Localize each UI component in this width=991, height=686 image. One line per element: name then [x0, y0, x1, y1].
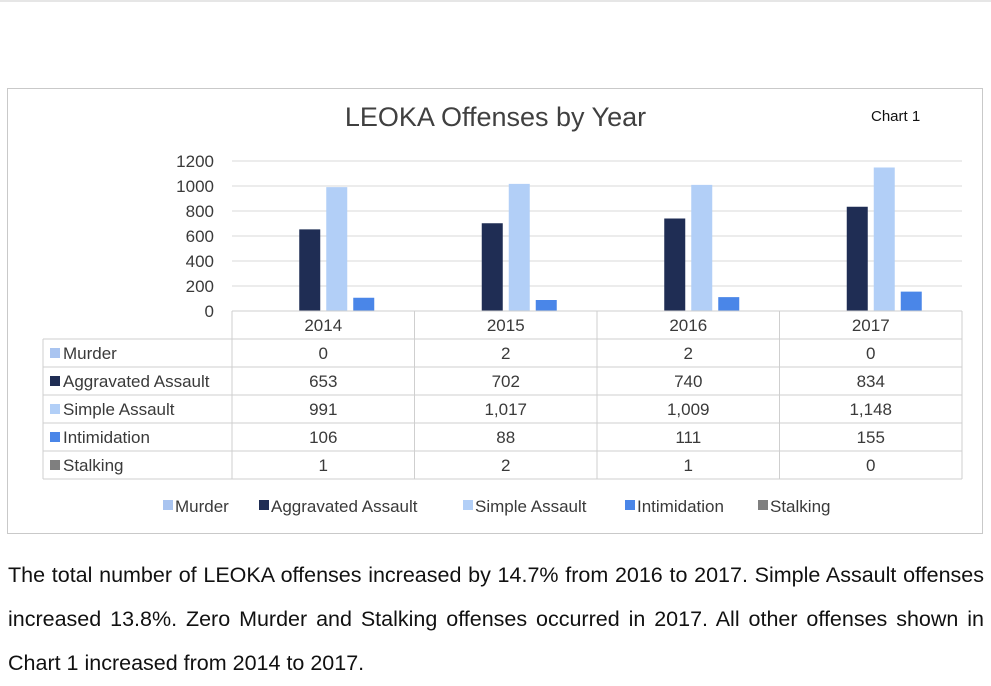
legend-label: Intimidation	[637, 497, 724, 516]
data-label: 740	[674, 372, 702, 391]
summary-paragraph: The total number of LEOKA offenses incre…	[8, 553, 984, 685]
bar-aggravated-assault	[664, 218, 686, 311]
legend-swatch	[625, 500, 635, 510]
bar-intimidation	[535, 300, 557, 311]
data-label: 0	[319, 344, 328, 363]
chart-title: LEOKA Offenses by Year	[344, 102, 647, 132]
legend-label: Stalking	[770, 497, 830, 516]
bar-intimidation	[718, 297, 740, 311]
legend-swatch	[259, 500, 269, 510]
bar-simple-assault	[873, 167, 895, 311]
category-label: 2014	[304, 316, 342, 335]
data-label: 1,017	[484, 400, 527, 419]
category-label: 2016	[669, 316, 707, 335]
data-label: 702	[492, 372, 520, 391]
y-tick-label: 1000	[176, 177, 214, 196]
data-label: 155	[857, 428, 885, 447]
bar-simple-assault	[508, 183, 530, 311]
data-label: 2	[501, 344, 510, 363]
data-label: 2	[684, 344, 693, 363]
row-legend-swatch	[50, 348, 60, 358]
data-label: 0	[866, 344, 875, 363]
data-label: 88	[496, 428, 515, 447]
data-label: 1	[684, 456, 693, 475]
legend-label: Aggravated Assault	[271, 497, 418, 516]
row-series-label: Murder	[63, 344, 117, 363]
y-tick-label: 800	[186, 202, 214, 221]
legend-label: Murder	[175, 497, 229, 516]
data-label: 0	[866, 456, 875, 475]
data-label: 991	[309, 400, 337, 419]
y-tick-label: 200	[186, 277, 214, 296]
category-label: 2015	[487, 316, 525, 335]
data-label: 111	[675, 428, 701, 447]
row-legend-swatch	[50, 404, 60, 414]
top-rule	[0, 0, 991, 2]
row-legend-swatch	[50, 460, 60, 470]
y-tick-label: 600	[186, 227, 214, 246]
data-label: 653	[309, 372, 337, 391]
chart-number-label: Chart 1	[871, 108, 921, 125]
row-legend-swatch	[50, 376, 60, 386]
y-tick-label: 1200	[176, 152, 214, 171]
legend-label: Simple Assault	[475, 497, 587, 516]
data-label: 1,009	[667, 400, 710, 419]
category-label: 2017	[852, 316, 890, 335]
data-label: 106	[309, 428, 337, 447]
data-label: 834	[857, 372, 885, 391]
bar-aggravated-assault	[481, 223, 503, 311]
bar-aggravated-assault	[846, 206, 868, 311]
data-label: 1	[319, 456, 328, 475]
summary-text: The total number of LEOKA offenses incre…	[8, 563, 984, 675]
data-label: 2	[501, 456, 510, 475]
bar-intimidation	[900, 291, 922, 311]
row-series-label: Simple Assault	[63, 400, 175, 419]
row-legend-swatch	[50, 432, 60, 442]
bar-aggravated-assault	[299, 229, 321, 311]
legend-swatch	[758, 500, 768, 510]
bar-simple-assault	[691, 184, 713, 311]
bar-simple-assault	[326, 187, 348, 311]
y-tick-label: 400	[186, 252, 214, 271]
row-series-label: Stalking	[63, 456, 123, 475]
data-label: 1,148	[849, 400, 892, 419]
row-series-label: Intimidation	[63, 428, 150, 447]
y-tick-label: 0	[205, 302, 214, 321]
bar-intimidation	[353, 297, 375, 311]
legend-swatch	[463, 500, 473, 510]
legend-swatch	[163, 500, 173, 510]
row-series-label: Aggravated Assault	[63, 372, 210, 391]
